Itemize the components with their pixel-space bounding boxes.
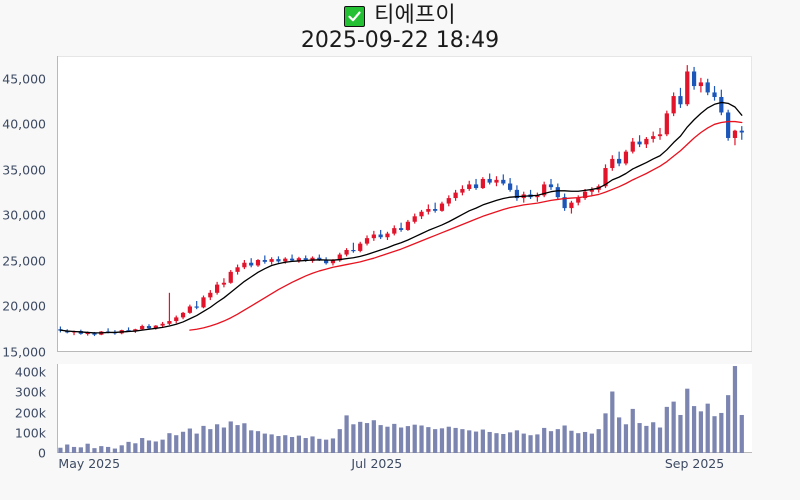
volume-panel-left-axis (57, 364, 58, 453)
volume-bar-series (58, 366, 744, 453)
volume-y-tick-label: 300k (14, 384, 46, 400)
volume-y-tick-label: 200k (14, 405, 46, 421)
price-y-axis: 15,000 20,000 25,000 30,000 35,000 40,000 45,0… (0, 56, 52, 359)
price-y-tick-label: 30,000 (2, 207, 46, 223)
x-axis: May 2025 Jul 2025 Sep 2025 (0, 456, 800, 476)
price-y-tick-label: 15,000 (2, 344, 46, 360)
volume-y-tick-label: 100k (14, 425, 46, 441)
volume-y-tick-label: 0 (38, 445, 46, 461)
x-tick-label: Jul 2025 (351, 456, 403, 471)
candlestick-series (58, 65, 744, 337)
x-tick-label: Sep 2025 (664, 456, 725, 471)
volume-panel-bottom-axis (57, 452, 752, 453)
x-tick-label: May 2025 (58, 456, 121, 471)
price-panel-bottom-axis (57, 351, 752, 352)
price-panel-left-axis (57, 56, 58, 352)
page-title: 티에프이 (374, 3, 456, 28)
price-y-tick-label: 40,000 (2, 116, 46, 132)
volume-y-axis: 0 100k 200k 300k 400k (0, 364, 52, 461)
price-chart-panel[interactable] (57, 56, 752, 352)
chart-title-row: 티에프이 (0, 2, 800, 30)
price-panel-top-border (57, 56, 752, 57)
volume-y-tick-label: 400k (14, 364, 46, 380)
price-y-tick-label: 35,000 (2, 162, 46, 178)
green-check-icon (344, 5, 366, 27)
price-y-tick-label: 25,000 (2, 253, 46, 269)
price-y-tick-label: 20,000 (2, 298, 46, 314)
chart-timestamp: 2025-09-22 18:49 (300, 28, 500, 53)
price-y-tick-label: 45,000 (2, 71, 46, 87)
volume-chart-panel[interactable] (57, 364, 752, 453)
price-panel-right-border (751, 56, 752, 352)
